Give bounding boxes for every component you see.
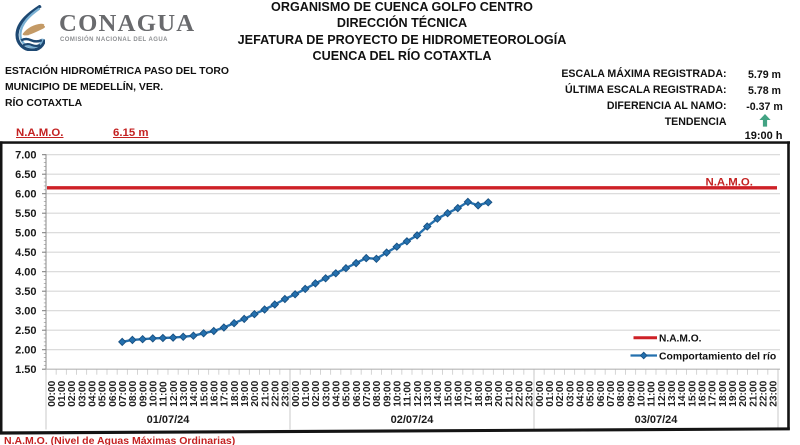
svg-text:12:00: 12:00 bbox=[169, 380, 180, 406]
svg-text:02:00: 02:00 bbox=[555, 380, 566, 406]
svg-text:15:00: 15:00 bbox=[199, 380, 210, 406]
svg-text:04:00: 04:00 bbox=[87, 380, 98, 406]
svg-text:23:00: 23:00 bbox=[281, 380, 292, 406]
svg-text:20:00: 20:00 bbox=[250, 380, 261, 406]
svg-text:11:00: 11:00 bbox=[159, 381, 170, 407]
svg-text:18:00: 18:00 bbox=[718, 380, 729, 406]
svg-text:17:00: 17:00 bbox=[220, 380, 231, 406]
svg-text:00:00: 00:00 bbox=[47, 380, 58, 406]
svg-text:06:00: 06:00 bbox=[352, 380, 363, 406]
svg-text:7.00: 7.00 bbox=[15, 150, 36, 162]
svg-text:13:00: 13:00 bbox=[179, 380, 190, 406]
svg-text:10:00: 10:00 bbox=[148, 380, 159, 406]
svg-text:16:00: 16:00 bbox=[209, 380, 220, 406]
svg-text:22:00: 22:00 bbox=[758, 380, 769, 406]
svg-text:08:00: 08:00 bbox=[128, 380, 139, 406]
svg-text:21:00: 21:00 bbox=[748, 380, 759, 406]
svg-text:22:00: 22:00 bbox=[514, 380, 525, 406]
svg-text:13:00: 13:00 bbox=[667, 380, 678, 406]
svg-text:11:00: 11:00 bbox=[403, 381, 414, 407]
svg-text:09:00: 09:00 bbox=[626, 380, 637, 406]
svg-text:23:00: 23:00 bbox=[525, 380, 536, 406]
svg-text:07:00: 07:00 bbox=[118, 380, 129, 406]
svg-text:10:00: 10:00 bbox=[636, 380, 647, 406]
svg-text:09:00: 09:00 bbox=[382, 380, 393, 406]
svg-text:14:00: 14:00 bbox=[677, 380, 688, 406]
svg-text:3.50: 3.50 bbox=[15, 286, 36, 298]
svg-text:01:00: 01:00 bbox=[57, 380, 68, 406]
svg-text:5.00: 5.00 bbox=[15, 228, 36, 240]
svg-text:21:00: 21:00 bbox=[260, 380, 271, 406]
svg-text:00:00: 00:00 bbox=[535, 380, 546, 406]
svg-text:03:00: 03:00 bbox=[321, 380, 332, 406]
svg-text:11:00: 11:00 bbox=[647, 381, 658, 407]
svg-text:19:00: 19:00 bbox=[728, 380, 739, 406]
svg-text:17:00: 17:00 bbox=[464, 380, 475, 406]
svg-text:09:00: 09:00 bbox=[138, 380, 149, 406]
svg-text:14:00: 14:00 bbox=[433, 380, 444, 406]
svg-text:08:00: 08:00 bbox=[616, 380, 627, 406]
svg-text:16:00: 16:00 bbox=[697, 380, 708, 406]
svg-text:21:00: 21:00 bbox=[504, 380, 515, 406]
svg-text:06:00: 06:00 bbox=[596, 380, 607, 406]
svg-text:2.00: 2.00 bbox=[15, 345, 36, 357]
svg-text:Comportamiento del río: Comportamiento del río bbox=[659, 352, 776, 363]
svg-text:02/07/24: 02/07/24 bbox=[391, 414, 435, 426]
svg-text:07:00: 07:00 bbox=[362, 380, 373, 406]
svg-text:N.A.M.O.: N.A.M.O. bbox=[659, 334, 702, 345]
svg-text:06:00: 06:00 bbox=[108, 380, 119, 406]
svg-text:22:00: 22:00 bbox=[270, 380, 281, 406]
svg-text:19:00: 19:00 bbox=[240, 380, 251, 406]
svg-text:5.50: 5.50 bbox=[15, 208, 36, 220]
svg-text:03/07/24: 03/07/24 bbox=[635, 414, 679, 426]
svg-text:N.A.M.O.: N.A.M.O. bbox=[706, 176, 753, 188]
svg-text:23:00: 23:00 bbox=[769, 380, 780, 406]
svg-text:07:00: 07:00 bbox=[606, 380, 617, 406]
svg-text:15:00: 15:00 bbox=[443, 380, 454, 406]
svg-text:6.00: 6.00 bbox=[15, 189, 36, 201]
svg-text:04:00: 04:00 bbox=[575, 380, 586, 406]
svg-text:4.50: 4.50 bbox=[15, 247, 36, 259]
svg-text:15:00: 15:00 bbox=[687, 380, 698, 406]
svg-text:05:00: 05:00 bbox=[342, 380, 353, 406]
svg-text:00:00: 00:00 bbox=[291, 380, 302, 406]
svg-text:20:00: 20:00 bbox=[494, 380, 505, 406]
svg-text:18:00: 18:00 bbox=[230, 380, 241, 406]
svg-text:05:00: 05:00 bbox=[98, 380, 109, 406]
svg-text:12:00: 12:00 bbox=[657, 380, 668, 406]
svg-text:04:00: 04:00 bbox=[331, 380, 342, 406]
svg-text:03:00: 03:00 bbox=[77, 380, 88, 406]
svg-text:17:00: 17:00 bbox=[708, 380, 719, 406]
svg-text:10:00: 10:00 bbox=[392, 380, 403, 406]
svg-text:08:00: 08:00 bbox=[372, 380, 383, 406]
svg-text:02:00: 02:00 bbox=[311, 380, 322, 406]
svg-text:1.50: 1.50 bbox=[15, 364, 36, 376]
svg-text:20:00: 20:00 bbox=[738, 380, 749, 406]
svg-text:05:00: 05:00 bbox=[586, 380, 597, 406]
svg-text:4.00: 4.00 bbox=[15, 267, 36, 279]
svg-text:13:00: 13:00 bbox=[423, 380, 434, 406]
svg-text:18:00: 18:00 bbox=[474, 380, 485, 406]
svg-text:3.00: 3.00 bbox=[15, 306, 36, 318]
svg-text:03:00: 03:00 bbox=[565, 380, 576, 406]
svg-text:14:00: 14:00 bbox=[189, 380, 200, 406]
svg-text:6.50: 6.50 bbox=[15, 169, 36, 181]
svg-text:01:00: 01:00 bbox=[545, 380, 556, 406]
svg-text:02:00: 02:00 bbox=[67, 380, 78, 406]
svg-text:2.50: 2.50 bbox=[15, 325, 36, 337]
svg-text:19:00: 19:00 bbox=[484, 380, 495, 406]
svg-text:16:00: 16:00 bbox=[453, 380, 464, 406]
svg-text:12:00: 12:00 bbox=[413, 380, 424, 406]
svg-text:01:00: 01:00 bbox=[301, 380, 312, 406]
svg-text:01/07/24: 01/07/24 bbox=[147, 414, 191, 426]
